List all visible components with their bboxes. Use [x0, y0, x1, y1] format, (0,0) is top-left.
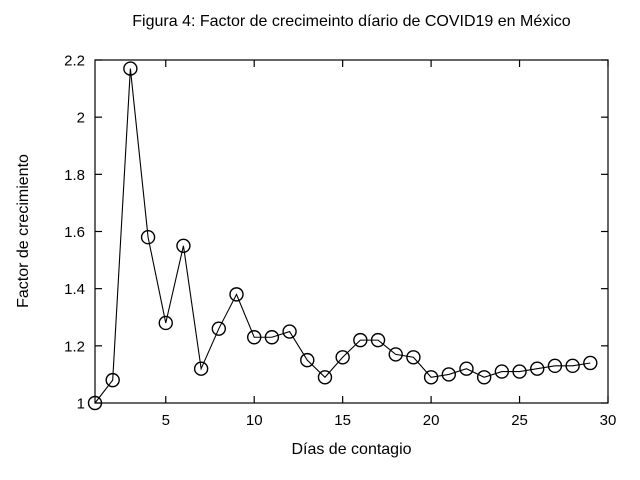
data-point — [512, 364, 527, 379]
x-tick-label: 25 — [511, 412, 528, 429]
data-point — [158, 315, 173, 331]
data-point — [476, 370, 492, 385]
x-axis-label: Días de contagio — [291, 441, 412, 458]
data-point — [388, 347, 403, 362]
y-tick-label: 1 — [77, 396, 85, 413]
data-point — [105, 372, 120, 388]
data-point — [353, 332, 368, 348]
axis-frame — [94, 59, 609, 404]
data-point — [264, 330, 280, 345]
data-point — [423, 370, 439, 385]
data-point — [211, 321, 227, 336]
data-point — [229, 287, 244, 302]
data-point — [282, 324, 297, 339]
y-tick-label: 1.2 — [64, 338, 85, 355]
data-point — [494, 364, 510, 379]
x-tick-label: 10 — [246, 412, 263, 429]
chart-title: Figura 4: Factor de crecimeinto díario d… — [132, 13, 571, 30]
data-point — [547, 358, 563, 374]
data-point — [87, 395, 103, 411]
data-point — [193, 361, 209, 376]
data-line — [94, 68, 591, 404]
data-point — [406, 350, 421, 365]
y-tick-label: 1.4 — [64, 281, 85, 298]
data-point — [441, 367, 456, 382]
data-point — [317, 370, 333, 385]
data-point — [459, 361, 474, 376]
data-point — [176, 238, 191, 253]
data-point — [565, 358, 580, 374]
data-point — [300, 352, 315, 368]
data-point — [247, 330, 262, 345]
y-tick-label: 2.2 — [64, 53, 85, 70]
data-point — [123, 61, 138, 76]
y-tick-label: 1.6 — [64, 224, 85, 241]
x-tick-label: 15 — [334, 412, 351, 429]
x-tick-label: 20 — [423, 412, 440, 429]
data-point — [140, 230, 156, 245]
data-point — [530, 361, 545, 376]
data-point — [370, 332, 386, 348]
data-point — [335, 350, 350, 365]
x-tick-label: 30 — [600, 412, 617, 429]
data-point — [583, 355, 598, 371]
x-tick-label: 5 — [162, 412, 170, 429]
y-tick-label: 1.8 — [64, 167, 85, 184]
y-tick-label: 2 — [77, 110, 85, 127]
